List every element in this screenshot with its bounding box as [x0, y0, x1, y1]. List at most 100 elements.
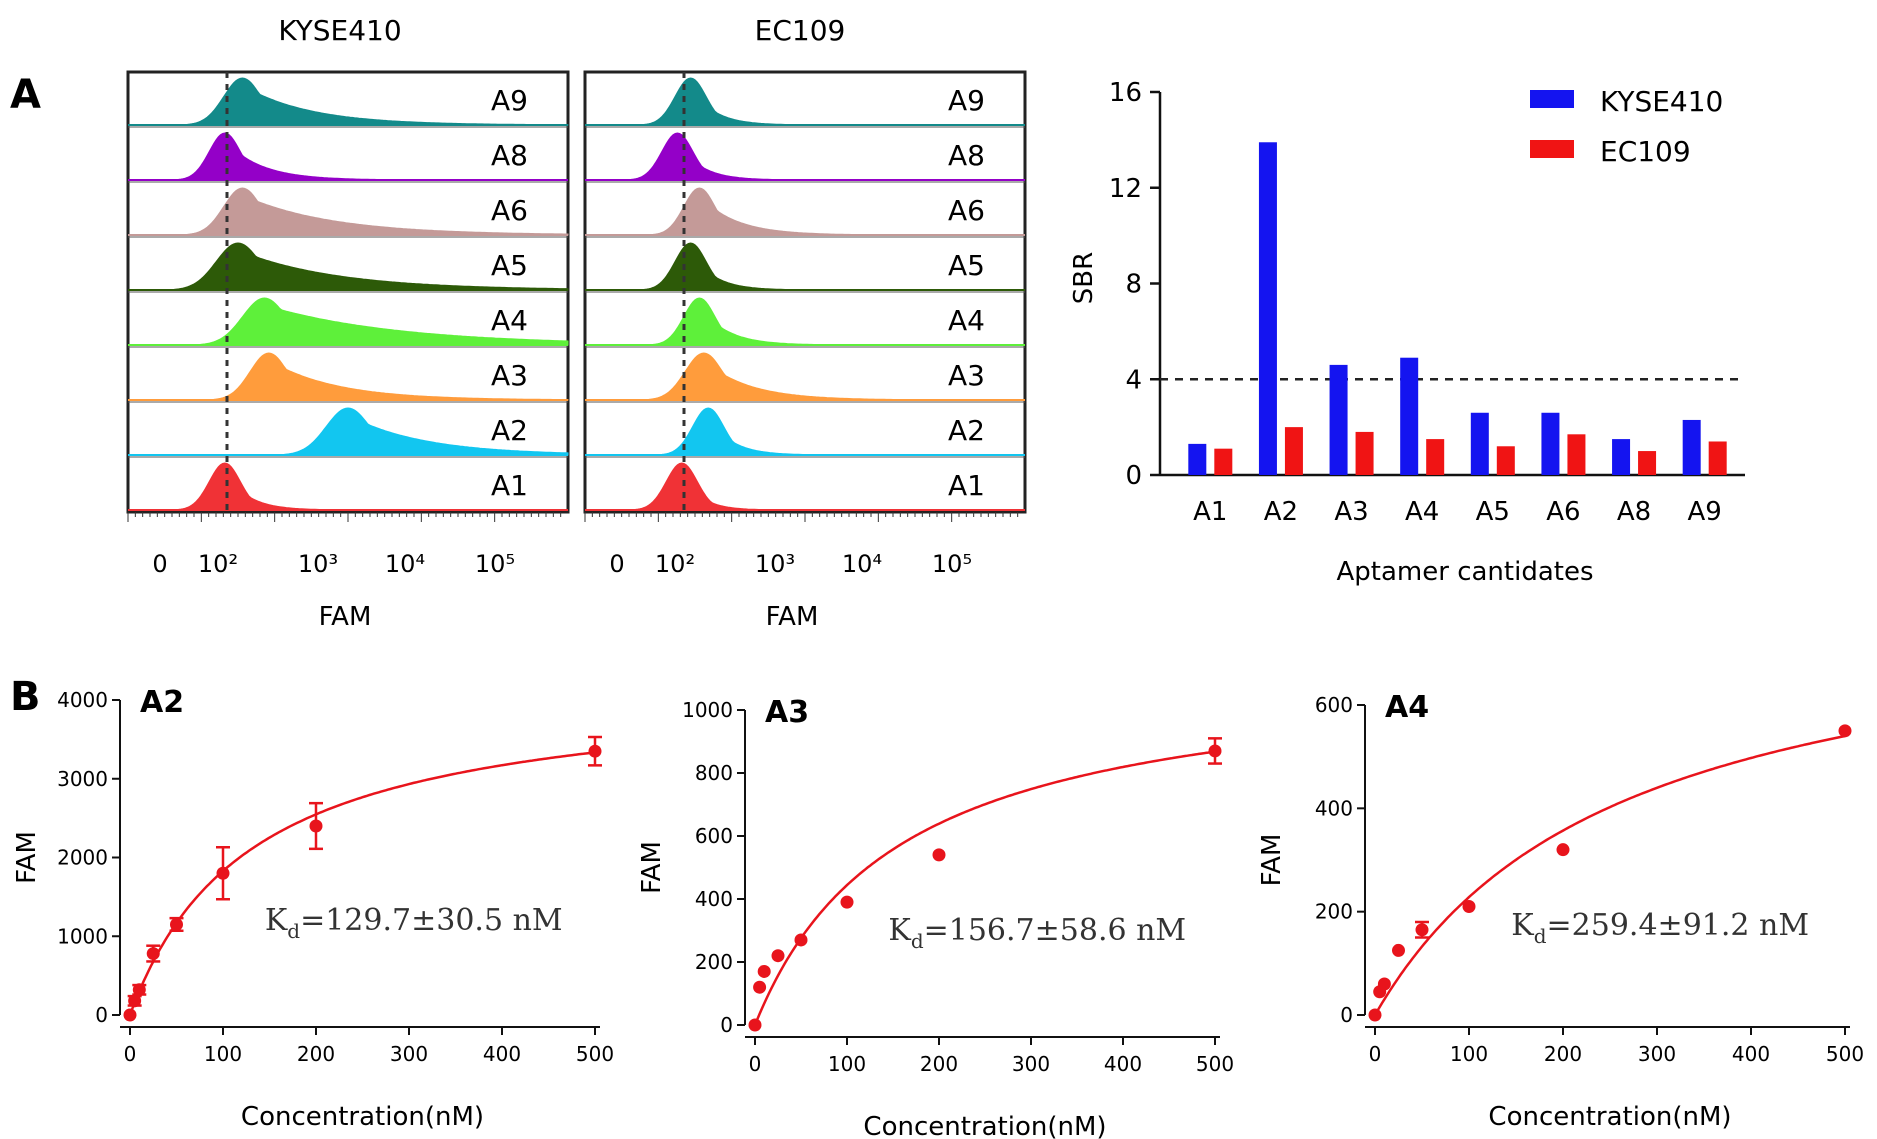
bar-y-ticks: 0 4 8 12 16 [1109, 78, 1160, 491]
bar-kyse410-a6 [1541, 412, 1560, 475]
flow-left-tick-2: 10³ [298, 550, 338, 578]
binding-data-point [1838, 724, 1852, 738]
bar-x-tick-label: A9 [1688, 497, 1722, 527]
binding-fit-curve [1373, 734, 1846, 1016]
binding-ylabel: FAM [12, 831, 42, 884]
binding-xlabel: Concentration(nM) [863, 1112, 1106, 1139]
flow-row-label: A6 [491, 194, 528, 227]
binding-x-tick-label: 300 [1012, 1052, 1050, 1076]
panel-b-letter: B [10, 674, 41, 720]
binding-data-point [748, 1018, 762, 1032]
binding-x-tick-label: 300 [1638, 1042, 1676, 1066]
bar-y-tick-label: 16 [1109, 78, 1142, 108]
binding-x-tick-label: 400 [1732, 1042, 1770, 1066]
binding-x-tick-label: 500 [1196, 1052, 1234, 1076]
binding-y-tick-label: 3000 [57, 767, 108, 791]
binding-x-tick-label: 500 [1826, 1042, 1864, 1066]
bar-y-tick-label: 8 [1125, 270, 1142, 300]
flow-panel-kyse410: A9 A8 A6 A5 A4 A3 A2 A1 [126, 70, 570, 522]
binding-y-tick-label: 400 [695, 887, 733, 911]
histogram-kyse410-a6 [128, 187, 569, 236]
binding-x-tick-label: 200 [297, 1042, 335, 1066]
flow-row-label: A9 [948, 84, 985, 117]
binding-data-point [216, 866, 230, 880]
flow-right-tick-0: 0 [609, 550, 624, 578]
binding-data-point [1392, 943, 1405, 957]
binding-data-point [753, 980, 767, 994]
flow-row-label: A8 [948, 139, 985, 172]
binding-y-tick-label: 1000 [57, 924, 108, 948]
binding-y-tick-label: 4000 [57, 688, 108, 712]
binding-data-point [588, 744, 602, 758]
bar-kyse410-a2 [1258, 142, 1277, 476]
bar-ec109-a1 [1214, 448, 1233, 475]
bar-xlabel: Aptamer cantidates [1337, 557, 1594, 587]
binding-x-tick-label: 0 [124, 1042, 137, 1066]
binding-data-point [771, 949, 785, 963]
flow-right-tick-2: 10³ [755, 550, 795, 578]
binding-x-tick-label: 100 [204, 1042, 242, 1066]
binding-fit-curve [753, 750, 1216, 1026]
binding-kd-label: Kd=129.7±30.5 nM [265, 903, 563, 943]
binding-panel-title: A2 [140, 685, 184, 720]
bar-ec109-a5 [1496, 446, 1515, 475]
flow-right-x-ticks: 0 10² 10³ 10⁴ 10⁵ [609, 550, 972, 578]
binding-y-tick-label: 600 [1315, 693, 1353, 717]
binding-data-point [123, 1008, 137, 1022]
binding-chart-a2: 0 1000 2000 3000 4000 0 100 200 300 400 500 A2 Conce… [12, 685, 614, 1132]
binding-chart-a4: 0 200 400 600 0 100 200 300 400 500 A4 Concentratio… [1257, 690, 1864, 1132]
binding-y-tick-label: 2000 [57, 846, 108, 870]
bar-y-tick-label: 0 [1125, 461, 1142, 491]
binding-data-point [757, 964, 771, 978]
binding-y-tick-label: 400 [1315, 796, 1353, 820]
binding-y-tick-label: 1000 [682, 698, 733, 722]
flow-row-label: A9 [491, 84, 528, 117]
binding-data-point [170, 917, 183, 931]
bar-ec109-a3 [1355, 431, 1374, 475]
bar-kyse410-a9 [1682, 419, 1701, 475]
binding-ylabel: FAM [1257, 834, 1287, 887]
binding-y-tick-label: 0 [720, 1013, 733, 1037]
flow-row-label: A3 [491, 359, 528, 392]
flow-row-label: A2 [491, 414, 528, 447]
binding-data-point [1415, 923, 1429, 937]
sbr-bar-chart: 0 4 8 12 16 A1 A2 A3 A4 A5 A6 A8 A9 Aptamer cantida… [1069, 78, 1745, 587]
binding-kd-label: Kd=156.7±58.6 nM [888, 913, 1186, 953]
bar-kyse410-a1 [1188, 443, 1207, 475]
flow-left-xlabel: FAM [319, 602, 372, 632]
binding-data-point [309, 819, 323, 833]
binding-kd-label: Kd=259.4±91.2 nM [1511, 908, 1809, 948]
flow-row-label: A8 [491, 139, 528, 172]
flow-right-tick-3: 10⁴ [842, 550, 882, 578]
bar-x-ticks: A1 A2 A3 A4 A5 A6 A8 A9 [1193, 497, 1722, 527]
legend-label-ec109: EC109 [1600, 135, 1691, 168]
flow-row-label: A6 [948, 194, 985, 227]
binding-data-point [146, 947, 160, 961]
flow-row-label: A4 [491, 304, 528, 337]
binding-data-point [932, 848, 946, 862]
flow-right-tick-4: 10⁵ [932, 550, 972, 578]
binding-x-tick-label: 400 [1104, 1052, 1142, 1076]
binding-x-tick-label: 300 [390, 1042, 428, 1066]
panel-a-letter: A [10, 72, 41, 118]
binding-y-tick-label: 200 [695, 950, 733, 974]
binding-x-tick-label: 100 [1450, 1042, 1488, 1066]
bar-y-tick-label: 12 [1109, 174, 1142, 204]
binding-data-point [1556, 843, 1570, 857]
bar-x-tick-label: A4 [1405, 497, 1439, 527]
flow-right-xlabel: FAM [766, 602, 819, 632]
bar-kyse410-a5 [1470, 412, 1489, 475]
bar-kyse410-a3 [1329, 364, 1348, 475]
flow-row-label: A1 [948, 469, 985, 502]
bar-x-tick-label: A5 [1476, 497, 1510, 527]
binding-data-point [1377, 977, 1391, 991]
bar-ec109-a8 [1638, 451, 1657, 475]
flow-row-label: A1 [491, 469, 528, 502]
flow-left-x-ticks: 0 10² 10³ 10⁴ 10⁵ [152, 550, 515, 578]
bar-legend: KYSE410 EC109 [1530, 85, 1723, 168]
bar-ec109-a9 [1708, 441, 1727, 475]
binding-x-tick-label: 0 [1369, 1042, 1382, 1066]
legend-label-kyse410: KYSE410 [1600, 85, 1723, 118]
flow-panel-ec109: A9 A8 A6 A5 A4 A3 A2 A1 [583, 70, 1027, 522]
binding-data-point [840, 895, 854, 909]
